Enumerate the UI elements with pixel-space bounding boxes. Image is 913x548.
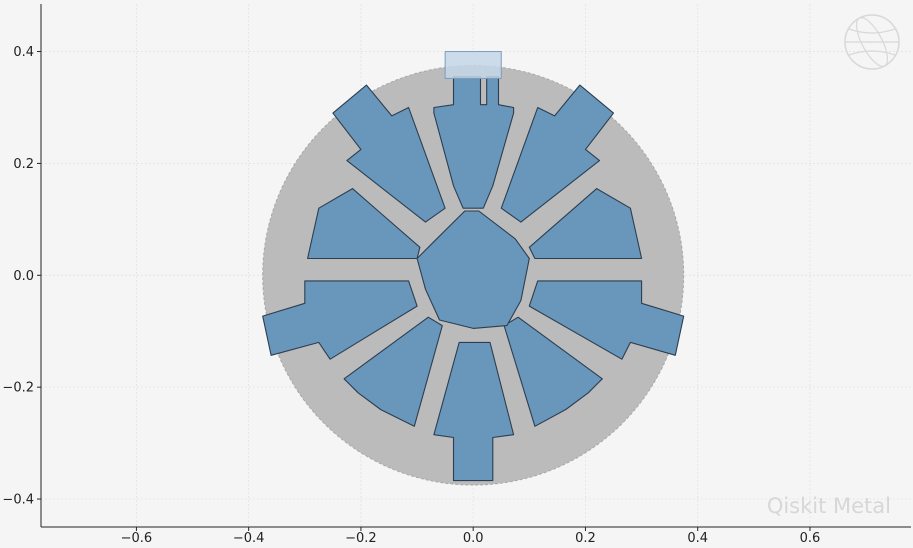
y-tick-label: −0.2 [2,381,34,396]
x-tick-label: −0.4 [233,531,265,546]
y-tick-label: 0.0 [13,269,34,284]
connection-pin [444,51,502,79]
x-tick-label: −0.2 [345,531,377,546]
x-tick-label: 0.2 [575,531,596,546]
globe-icon [844,14,900,70]
pad-lower-left [262,280,418,360]
pad-upper-left [332,84,446,223]
x-tick-label: −0.6 [121,531,153,546]
chart-axes [40,4,911,528]
chart-shapes [262,51,685,486]
y-tick-label: −0.4 [2,493,34,508]
pad-bottom-left [343,316,443,427]
pad-right [528,188,643,260]
pad-lower-right [528,280,685,360]
pad-bottom-right [503,316,603,427]
pad-bottom [433,341,515,482]
pad-left [307,188,421,260]
y-tick-label: 0.2 [13,157,34,172]
x-tick-label: 0.4 [687,531,708,546]
watermark: Qiskit Metal [767,494,891,518]
x-tick-label: 0.6 [800,531,821,546]
center-island [416,210,530,329]
pad-top [433,76,515,209]
y-tick-label: 0.4 [13,45,34,60]
chart-ticks: −0.6 −0.4 −0.2 0.0 0.2 0.4 0.6 0.4 0.2 0.0 −0.2 −0.… [2,45,820,546]
pad-upper-right [500,84,615,223]
x-tick-label: 0.0 [463,531,484,546]
